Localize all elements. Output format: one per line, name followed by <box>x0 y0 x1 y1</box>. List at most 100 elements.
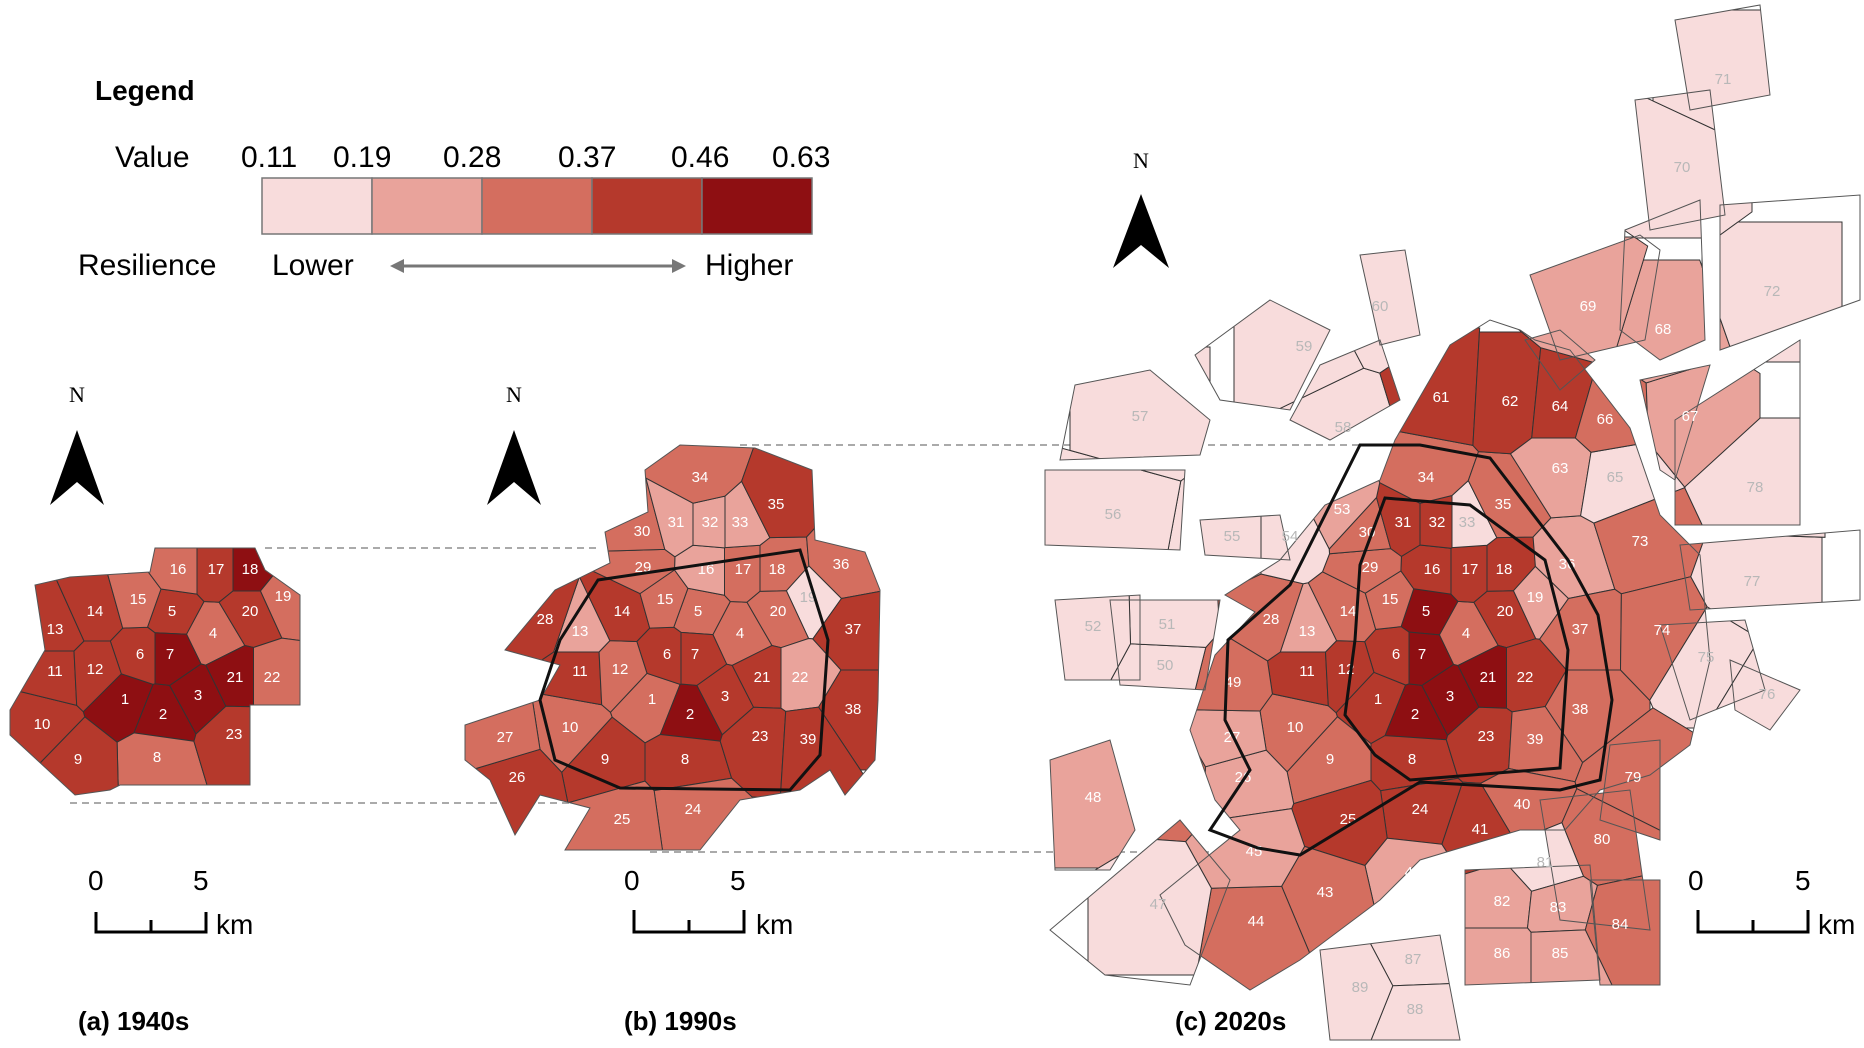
zone-label-b-17: 17 <box>735 561 752 578</box>
zone-label-c-33: 33 <box>1459 514 1476 531</box>
zone-label-b-34: 34 <box>692 469 709 486</box>
zone-label-c-79: 79 <box>1625 769 1642 786</box>
scale-five-a: 5 <box>193 865 209 896</box>
legend-break-0: 0.11 <box>241 141 297 174</box>
zone-c-51 <box>1128 556 1221 648</box>
zone-label-b-23: 23 <box>752 728 769 745</box>
zone-label-c-47: 47 <box>1150 896 1167 913</box>
scale-five-b: 5 <box>730 865 746 896</box>
legend-arrow <box>390 259 686 273</box>
zone-label-c-84: 84 <box>1612 916 1629 933</box>
legend-swatch-4 <box>701 177 813 235</box>
zone-label-b-4: 4 <box>736 625 744 642</box>
zone-label-c-29: 29 <box>1362 559 1379 576</box>
zone-label-c-13: 13 <box>1299 623 1316 640</box>
zone-label-c-72: 72 <box>1764 283 1781 300</box>
zone-label-a-5: 5 <box>168 603 176 620</box>
panel-title-a: (a) 1940s <box>78 1006 189 1036</box>
zone-label-c-11: 11 <box>1299 663 1315 680</box>
zone-label-b-24: 24 <box>685 801 702 818</box>
legend-swatch-0 <box>261 177 373 235</box>
zone-label-c-55: 55 <box>1224 528 1241 545</box>
scale-unit-c: km <box>1818 909 1855 940</box>
zone-label-b-25: 25 <box>614 811 631 828</box>
zone-b-24 <box>653 777 754 850</box>
zone-label-c-32: 32 <box>1429 514 1446 531</box>
zone-label-c-77: 77 <box>1744 573 1761 590</box>
historic-extent-outlines <box>538 443 1614 857</box>
legend-swatch-1 <box>371 177 483 235</box>
zone-label-c-48: 48 <box>1085 789 1102 806</box>
zone-label-b-39: 39 <box>800 731 817 748</box>
zone-label-b-21: 21 <box>754 669 771 686</box>
zone-label-a-22: 22 <box>264 669 281 686</box>
scale-five-c: 5 <box>1795 865 1811 896</box>
zone-label-c-81: 81 <box>1537 854 1554 871</box>
zone-label-a-17: 17 <box>208 561 225 578</box>
zone-label-c-88: 88 <box>1407 1001 1424 1018</box>
zone-label-c-64: 64 <box>1552 398 1569 415</box>
scale-zero-b: 0 <box>624 865 640 896</box>
zone-label-c-71: 71 <box>1715 71 1732 88</box>
zone-label-c-70: 70 <box>1674 159 1691 176</box>
zone-label-c-57: 57 <box>1132 408 1149 425</box>
scale-zero-c: 0 <box>1688 865 1704 896</box>
zone-label-c-23: 23 <box>1478 728 1495 745</box>
zone-label-c-21: 21 <box>1480 669 1497 686</box>
legend-break-4: 0.46 <box>671 141 729 174</box>
north-label-b: N <box>506 382 522 407</box>
zone-label-c-65: 65 <box>1607 469 1624 486</box>
zone-label-c-86: 86 <box>1494 945 1511 962</box>
zone-label-b-10: 10 <box>562 719 579 736</box>
zone-label-c-66: 66 <box>1597 411 1614 428</box>
zone-label-c-35: 35 <box>1495 496 1512 513</box>
zone-label-b-2: 2 <box>686 706 694 723</box>
zone-label-c-82: 82 <box>1494 893 1511 910</box>
zone-label-b-11: 11 <box>572 663 588 680</box>
zone-label-c-42: 42 <box>1405 864 1422 881</box>
zone-label-a-1: 1 <box>121 691 129 708</box>
zone-label-b-9: 9 <box>601 751 609 768</box>
zone-label-a-7: 7 <box>166 646 174 663</box>
zone-label-c-52: 52 <box>1085 618 1102 635</box>
panel-title-b: (b) 1990s <box>624 1006 737 1036</box>
zone-label-b-27: 27 <box>497 729 514 746</box>
north-arrow-c: N <box>1113 148 1169 268</box>
zone-label-c-40: 40 <box>1514 796 1531 813</box>
zone-label-c-53: 53 <box>1334 501 1351 518</box>
zone-label-c-5: 5 <box>1422 603 1430 620</box>
zone-label-c-51: 51 <box>1159 616 1176 633</box>
zone-label-b-26: 26 <box>509 769 526 786</box>
zone-label-a-14: 14 <box>87 603 104 620</box>
legend-resilience-label: Resilience <box>78 249 216 282</box>
legend-break-3: 0.37 <box>558 141 616 174</box>
zone-label-c-83: 83 <box>1550 899 1567 916</box>
zone-a-7 <box>154 632 202 686</box>
zone-label-a-16: 16 <box>170 561 187 578</box>
zone-label-a-19: 19 <box>275 588 292 605</box>
zone-label-c-54: 54 <box>1282 528 1299 545</box>
zone-label-b-36: 36 <box>833 556 850 573</box>
zone-label-c-73: 73 <box>1632 533 1649 550</box>
zone-label-b-37: 37 <box>845 621 862 638</box>
zone-label-c-17: 17 <box>1462 561 1479 578</box>
scale-zero-a: 0 <box>88 865 104 896</box>
zone-label-c-59: 59 <box>1296 338 1313 355</box>
zone-label-c-89: 89 <box>1352 979 1369 996</box>
zone-label-b-28: 28 <box>537 611 554 628</box>
scale-bar-a: 0 5 km <box>88 865 253 940</box>
zone-label-c-4: 4 <box>1462 625 1470 642</box>
legend-break-2: 0.28 <box>443 141 501 174</box>
legend-lower-label: Lower <box>272 249 354 282</box>
zone-label-c-6: 6 <box>1392 646 1400 663</box>
zone-label-b-14: 14 <box>614 603 631 620</box>
zone-label-c-58: 58 <box>1335 419 1352 436</box>
zone-label-a-21: 21 <box>227 669 244 686</box>
zone-label-a-11: 11 <box>47 663 63 680</box>
zone-label-c-76: 76 <box>1759 686 1776 703</box>
zone-c-61 <box>1379 327 1481 446</box>
zone-label-b-7: 7 <box>691 646 699 663</box>
